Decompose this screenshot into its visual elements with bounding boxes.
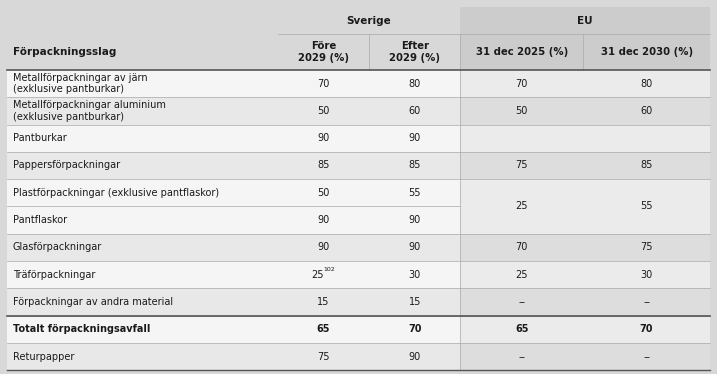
- Bar: [460, 97, 710, 125]
- Bar: [277, 34, 369, 70]
- Bar: [7, 206, 460, 234]
- Bar: [7, 234, 460, 261]
- Bar: [460, 206, 710, 234]
- Text: 85: 85: [640, 160, 652, 171]
- Bar: [460, 234, 710, 261]
- Bar: [460, 343, 710, 370]
- Text: 31 dec 2025 (%): 31 dec 2025 (%): [476, 47, 568, 57]
- Text: 65: 65: [317, 324, 330, 334]
- Text: --: --: [643, 297, 650, 307]
- Bar: [460, 34, 584, 70]
- Text: EU: EU: [577, 16, 593, 26]
- Text: 25: 25: [516, 270, 528, 280]
- Text: 70: 70: [317, 79, 330, 89]
- Text: 90: 90: [317, 242, 330, 252]
- Text: Plastförpackningar (exklusive pantflaskor): Plastförpackningar (exklusive pantflasko…: [13, 188, 219, 198]
- Text: 50: 50: [317, 106, 330, 116]
- Text: 90: 90: [409, 133, 421, 143]
- Text: 15: 15: [409, 297, 421, 307]
- Text: --: --: [518, 297, 526, 307]
- Text: Pantburkar: Pantburkar: [13, 133, 67, 143]
- Text: 70: 70: [516, 242, 528, 252]
- Text: 75: 75: [317, 352, 330, 362]
- Text: 30: 30: [640, 270, 652, 280]
- Text: 70: 70: [516, 79, 528, 89]
- Bar: [369, 34, 460, 70]
- Text: Returpapper: Returpapper: [13, 352, 75, 362]
- Bar: [460, 125, 710, 152]
- Bar: [460, 7, 710, 34]
- Text: 25: 25: [311, 270, 324, 280]
- Text: 15: 15: [317, 297, 330, 307]
- Text: Pantflaskor: Pantflaskor: [13, 215, 67, 225]
- Text: 102: 102: [323, 267, 335, 272]
- Text: 90: 90: [409, 242, 421, 252]
- Bar: [460, 152, 710, 179]
- Bar: [7, 34, 277, 70]
- Text: 55: 55: [409, 188, 421, 198]
- Text: 65: 65: [515, 324, 528, 334]
- Bar: [7, 70, 460, 97]
- Bar: [460, 70, 710, 97]
- Text: Efter
2029 (%): Efter 2029 (%): [389, 42, 440, 63]
- Text: 80: 80: [409, 79, 421, 89]
- Text: --: --: [643, 352, 650, 362]
- Bar: [7, 288, 460, 316]
- Bar: [460, 261, 710, 288]
- Bar: [7, 343, 460, 370]
- Bar: [7, 125, 460, 152]
- Text: 60: 60: [409, 106, 421, 116]
- Text: Pappersförpackningar: Pappersförpackningar: [13, 160, 120, 171]
- Text: 85: 85: [409, 160, 421, 171]
- Bar: [584, 34, 710, 70]
- Text: 90: 90: [409, 215, 421, 225]
- Text: Totalt förpackningsavfall: Totalt förpackningsavfall: [13, 324, 151, 334]
- Text: 75: 75: [516, 160, 528, 171]
- Text: Metallförpackningar av järn
(exklusive pantburkar): Metallförpackningar av järn (exklusive p…: [13, 73, 148, 94]
- Text: Förpackningsslag: Förpackningsslag: [13, 47, 116, 57]
- Text: --: --: [518, 352, 526, 362]
- Bar: [7, 152, 460, 179]
- Bar: [7, 316, 460, 343]
- Text: Före
2029 (%): Före 2029 (%): [298, 42, 349, 63]
- Text: 85: 85: [317, 160, 330, 171]
- Bar: [277, 7, 460, 34]
- Text: 80: 80: [640, 79, 652, 89]
- Text: 90: 90: [317, 133, 330, 143]
- Text: 55: 55: [640, 202, 653, 211]
- Text: 70: 70: [408, 324, 422, 334]
- Text: 75: 75: [640, 242, 653, 252]
- Text: Träförpackningar: Träförpackningar: [13, 270, 95, 280]
- Text: 50: 50: [516, 106, 528, 116]
- Bar: [7, 261, 460, 288]
- Text: 90: 90: [317, 215, 330, 225]
- Text: 30: 30: [409, 270, 421, 280]
- Bar: [460, 179, 710, 206]
- Bar: [7, 179, 460, 206]
- Text: Förpackningar av andra material: Förpackningar av andra material: [13, 297, 173, 307]
- Text: Metallförpackningar aluminium
(exklusive pantburkar): Metallförpackningar aluminium (exklusive…: [13, 100, 166, 122]
- Text: Sverige: Sverige: [346, 16, 391, 26]
- Bar: [7, 97, 460, 125]
- Text: 25: 25: [516, 202, 528, 211]
- Text: 31 dec 2030 (%): 31 dec 2030 (%): [601, 47, 693, 57]
- Text: Glasförpackningar: Glasförpackningar: [13, 242, 102, 252]
- Text: 90: 90: [409, 352, 421, 362]
- Text: 50: 50: [317, 188, 330, 198]
- Bar: [460, 288, 710, 316]
- Text: 60: 60: [640, 106, 652, 116]
- Bar: [460, 316, 710, 343]
- Text: 70: 70: [640, 324, 653, 334]
